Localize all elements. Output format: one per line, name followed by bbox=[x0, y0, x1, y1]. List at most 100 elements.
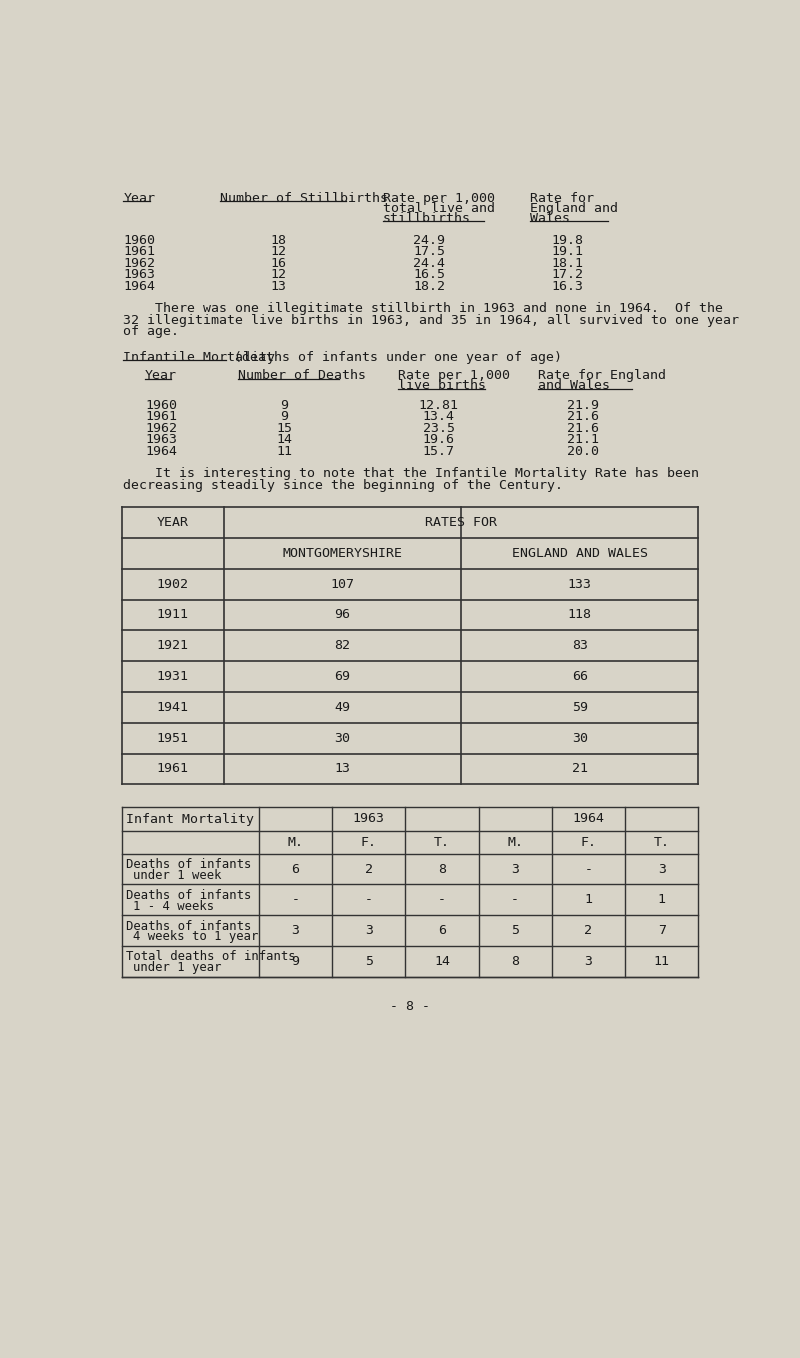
Text: 3: 3 bbox=[365, 925, 373, 937]
Text: 2: 2 bbox=[365, 862, 373, 876]
Text: 1: 1 bbox=[585, 894, 593, 906]
Text: 1921: 1921 bbox=[157, 640, 189, 652]
Text: F.: F. bbox=[361, 835, 377, 849]
Text: 83: 83 bbox=[572, 640, 588, 652]
Text: stillbirths: stillbirths bbox=[383, 212, 471, 225]
Text: 32 illegitimate live births in 1963, and 35 in 1964, all survived to one year: 32 illegitimate live births in 1963, and… bbox=[123, 314, 739, 327]
Text: 21.1: 21.1 bbox=[567, 433, 599, 447]
Text: 1961: 1961 bbox=[157, 762, 189, 775]
Text: 13.4: 13.4 bbox=[422, 410, 454, 424]
Text: 1941: 1941 bbox=[157, 701, 189, 714]
Text: 14: 14 bbox=[277, 433, 293, 447]
Text: Number of Deaths: Number of Deaths bbox=[238, 369, 366, 383]
Text: 11: 11 bbox=[654, 955, 670, 968]
Text: 6: 6 bbox=[438, 925, 446, 937]
Text: 1911: 1911 bbox=[157, 608, 189, 622]
Text: 24.4: 24.4 bbox=[414, 257, 446, 270]
Text: of age.: of age. bbox=[123, 326, 179, 338]
Text: 12: 12 bbox=[270, 269, 286, 281]
Text: Deaths of infants: Deaths of infants bbox=[126, 919, 252, 933]
Text: 16.5: 16.5 bbox=[414, 269, 446, 281]
Text: 12.81: 12.81 bbox=[418, 399, 458, 411]
Text: 1963: 1963 bbox=[123, 269, 155, 281]
Text: Number of Stillbirths: Number of Stillbirths bbox=[220, 193, 388, 205]
Text: 14: 14 bbox=[434, 955, 450, 968]
Text: 1: 1 bbox=[658, 894, 666, 906]
Text: Total deaths of infants: Total deaths of infants bbox=[126, 951, 296, 963]
Text: 19.8: 19.8 bbox=[551, 234, 583, 247]
Text: 21: 21 bbox=[572, 762, 588, 775]
Text: 1964: 1964 bbox=[145, 445, 177, 458]
Text: 5: 5 bbox=[365, 955, 373, 968]
Text: 1902: 1902 bbox=[157, 577, 189, 591]
Text: 18.1: 18.1 bbox=[551, 257, 583, 270]
Text: 8: 8 bbox=[438, 862, 446, 876]
Text: MONTGOMERYSHIRE: MONTGOMERYSHIRE bbox=[282, 547, 402, 559]
Text: 1962: 1962 bbox=[145, 422, 177, 435]
Text: 3: 3 bbox=[291, 925, 299, 937]
Text: 1951: 1951 bbox=[157, 732, 189, 744]
Text: 1960: 1960 bbox=[123, 234, 155, 247]
Text: T.: T. bbox=[654, 835, 670, 849]
Text: T.: T. bbox=[434, 835, 450, 849]
Text: live births: live births bbox=[398, 379, 486, 392]
Text: 5: 5 bbox=[511, 925, 519, 937]
Text: 1964: 1964 bbox=[573, 812, 605, 826]
Text: 66: 66 bbox=[572, 669, 588, 683]
Text: 21.6: 21.6 bbox=[567, 422, 599, 435]
Text: 9: 9 bbox=[281, 399, 289, 411]
Text: England and: England and bbox=[530, 202, 618, 215]
Text: 9: 9 bbox=[291, 955, 299, 968]
Text: under 1 week: under 1 week bbox=[133, 869, 221, 881]
Text: Rate for England: Rate for England bbox=[538, 369, 666, 383]
Text: 19.1: 19.1 bbox=[551, 246, 583, 258]
Text: 30: 30 bbox=[334, 732, 350, 744]
Text: 1 - 4 weeks: 1 - 4 weeks bbox=[133, 899, 214, 913]
Text: 30: 30 bbox=[572, 732, 588, 744]
Text: 3: 3 bbox=[658, 862, 666, 876]
Text: 15: 15 bbox=[277, 422, 293, 435]
Text: (deaths of infants under one year of age): (deaths of infants under one year of age… bbox=[226, 350, 562, 364]
Text: Infant Mortality: Infant Mortality bbox=[126, 812, 254, 826]
Text: 16: 16 bbox=[270, 257, 286, 270]
Text: 1963: 1963 bbox=[353, 812, 385, 826]
Text: F.: F. bbox=[581, 835, 597, 849]
Text: 17.2: 17.2 bbox=[551, 269, 583, 281]
Text: 2: 2 bbox=[585, 925, 593, 937]
Text: 18: 18 bbox=[270, 234, 286, 247]
Text: Wales: Wales bbox=[530, 212, 570, 225]
Text: 1961: 1961 bbox=[145, 410, 177, 424]
Text: 49: 49 bbox=[334, 701, 350, 714]
Text: 20.0: 20.0 bbox=[567, 445, 599, 458]
Text: 21.9: 21.9 bbox=[567, 399, 599, 411]
Text: 23.5: 23.5 bbox=[422, 422, 454, 435]
Text: Year: Year bbox=[123, 193, 155, 205]
Text: YEAR: YEAR bbox=[157, 516, 189, 530]
Text: 107: 107 bbox=[330, 577, 354, 591]
Text: M.: M. bbox=[287, 835, 303, 849]
Text: 1931: 1931 bbox=[157, 669, 189, 683]
Text: decreasing steadily since the beginning of the Century.: decreasing steadily since the beginning … bbox=[123, 478, 563, 492]
Text: -: - bbox=[585, 862, 593, 876]
Text: 9: 9 bbox=[281, 410, 289, 424]
Text: 24.9: 24.9 bbox=[414, 234, 446, 247]
Text: 82: 82 bbox=[334, 640, 350, 652]
Text: Deaths of infants: Deaths of infants bbox=[126, 888, 252, 902]
Text: M.: M. bbox=[507, 835, 523, 849]
Text: There was one illegitimate stillbirth in 1963 and none in 1964.  Of the: There was one illegitimate stillbirth in… bbox=[123, 303, 723, 315]
Text: Rate per 1,000: Rate per 1,000 bbox=[398, 369, 510, 383]
Text: Year: Year bbox=[145, 369, 177, 383]
Text: 7: 7 bbox=[658, 925, 666, 937]
Text: under 1 year: under 1 year bbox=[133, 961, 221, 974]
Text: It is interesting to note that the Infantile Mortality Rate has been: It is interesting to note that the Infan… bbox=[123, 467, 699, 481]
Text: 17.5: 17.5 bbox=[414, 246, 446, 258]
Text: 13: 13 bbox=[270, 280, 286, 293]
Text: 133: 133 bbox=[568, 577, 592, 591]
Text: Deaths of infants: Deaths of infants bbox=[126, 858, 252, 870]
Text: 15.7: 15.7 bbox=[422, 445, 454, 458]
Text: Infantile Mortality: Infantile Mortality bbox=[123, 350, 275, 364]
Text: -: - bbox=[291, 894, 299, 906]
Text: 1961: 1961 bbox=[123, 246, 155, 258]
Text: total live and: total live and bbox=[383, 202, 495, 215]
Text: 69: 69 bbox=[334, 669, 350, 683]
